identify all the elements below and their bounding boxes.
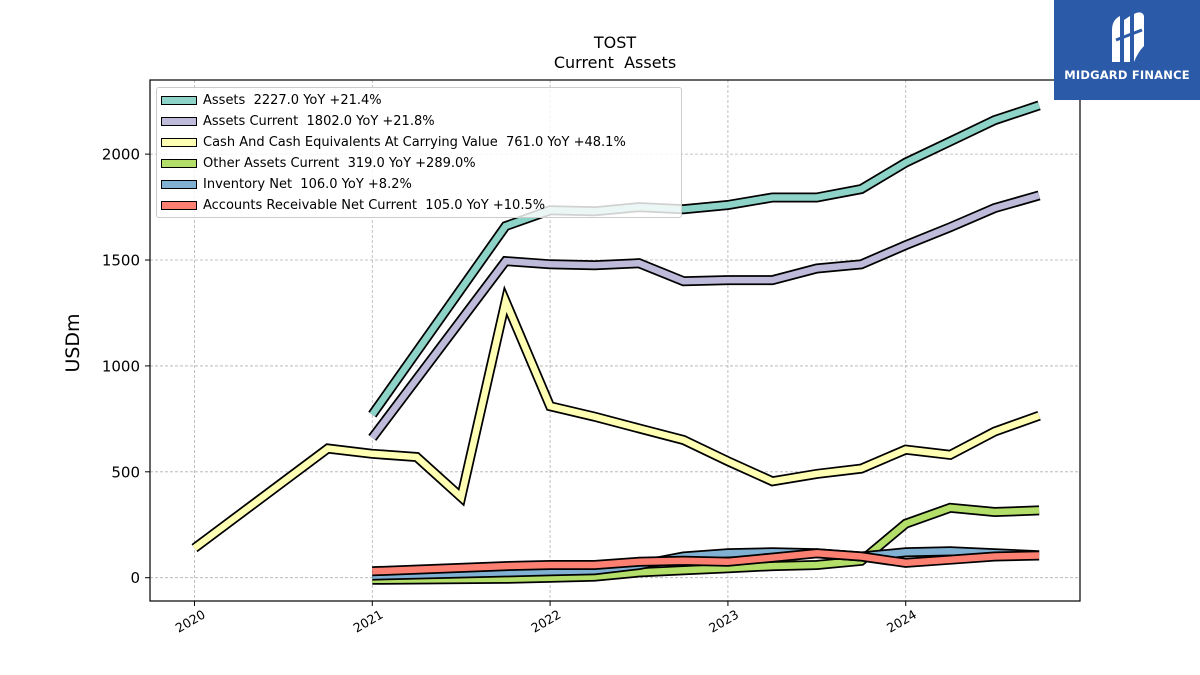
y-tick-label: 500 [111,463,140,481]
legend-item-receivables: Accounts Receivable Net Current 105.0 Yo… [161,196,545,214]
y-tick-label: 1000 [102,357,140,375]
legend-swatch-inventory [161,179,197,189]
y-tick-label: 0 [130,569,140,587]
legend-swatch-receivables [161,200,197,210]
legend-item-cash: Cash And Cash Equivalents At Carrying Va… [161,133,626,151]
legend-swatch-assets [161,95,197,105]
series-line [372,548,1040,577]
series-fill-line [372,504,1040,584]
legend-item-inventory: Inventory Net 106.0 YoY +8.2% [161,175,412,193]
series-line [372,502,1040,585]
series-line [372,546,1040,581]
legend-label-other-assets: Other Assets Current 319.0 YoY +289.0% [203,155,476,171]
legend-label-inventory: Inventory Net 106.0 YoY +8.2% [203,176,412,192]
legend-label-cash: Cash And Cash Equivalents At Carrying Va… [203,134,626,150]
x-tick-label: 2024 [884,607,919,636]
x-tick-label: 2022 [528,607,563,636]
legend-label-assets: Assets 2227.0 YoY +21.4% [203,92,382,108]
x-tick-label: 2020 [173,607,208,636]
plot-frame [149,79,1081,602]
legend-item-assets: Assets 2227.0 YoY +21.4% [161,91,382,109]
series-line [191,285,1041,553]
chart-title: TOST [593,33,637,52]
legend-label-receivables: Accounts Receivable Net Current 105.0 Yo… [203,197,546,213]
legend-swatch-other-assets [161,158,197,168]
series-fill-line [372,550,1040,575]
y-tick-label: 1500 [102,252,140,270]
y-tick-label: 2000 [102,146,140,164]
series-fill-line [372,547,1040,579]
legend-item-assets-current: Assets Current 1802.0 YoY +21.8% [161,112,435,130]
chart-subtitle: Current Assets [554,53,676,72]
logo-text: MIDGARD FINANCE [1064,68,1190,82]
series-fill-line [369,192,1040,440]
legend-swatch-assets-current [161,116,197,126]
y-axis-label: USDm [62,313,84,372]
x-tick-label: 2021 [351,607,386,636]
legend-item-other-assets: Other Assets Current 319.0 YoY +289.0% [161,154,476,172]
series-fill-line [192,290,1041,551]
legend: Assets 2227.0 YoY +21.4% Assets Current … [156,87,682,218]
legend-swatch-cash [161,137,197,147]
midgard-finance-logo: MIDGARD FINANCE [1054,0,1200,100]
series-line [368,190,1041,441]
x-tick-label: 2023 [706,607,741,636]
midgard-logo-icon [1112,12,1144,62]
legend-label-assets-current: Assets Current 1802.0 YoY +21.8% [203,113,435,129]
